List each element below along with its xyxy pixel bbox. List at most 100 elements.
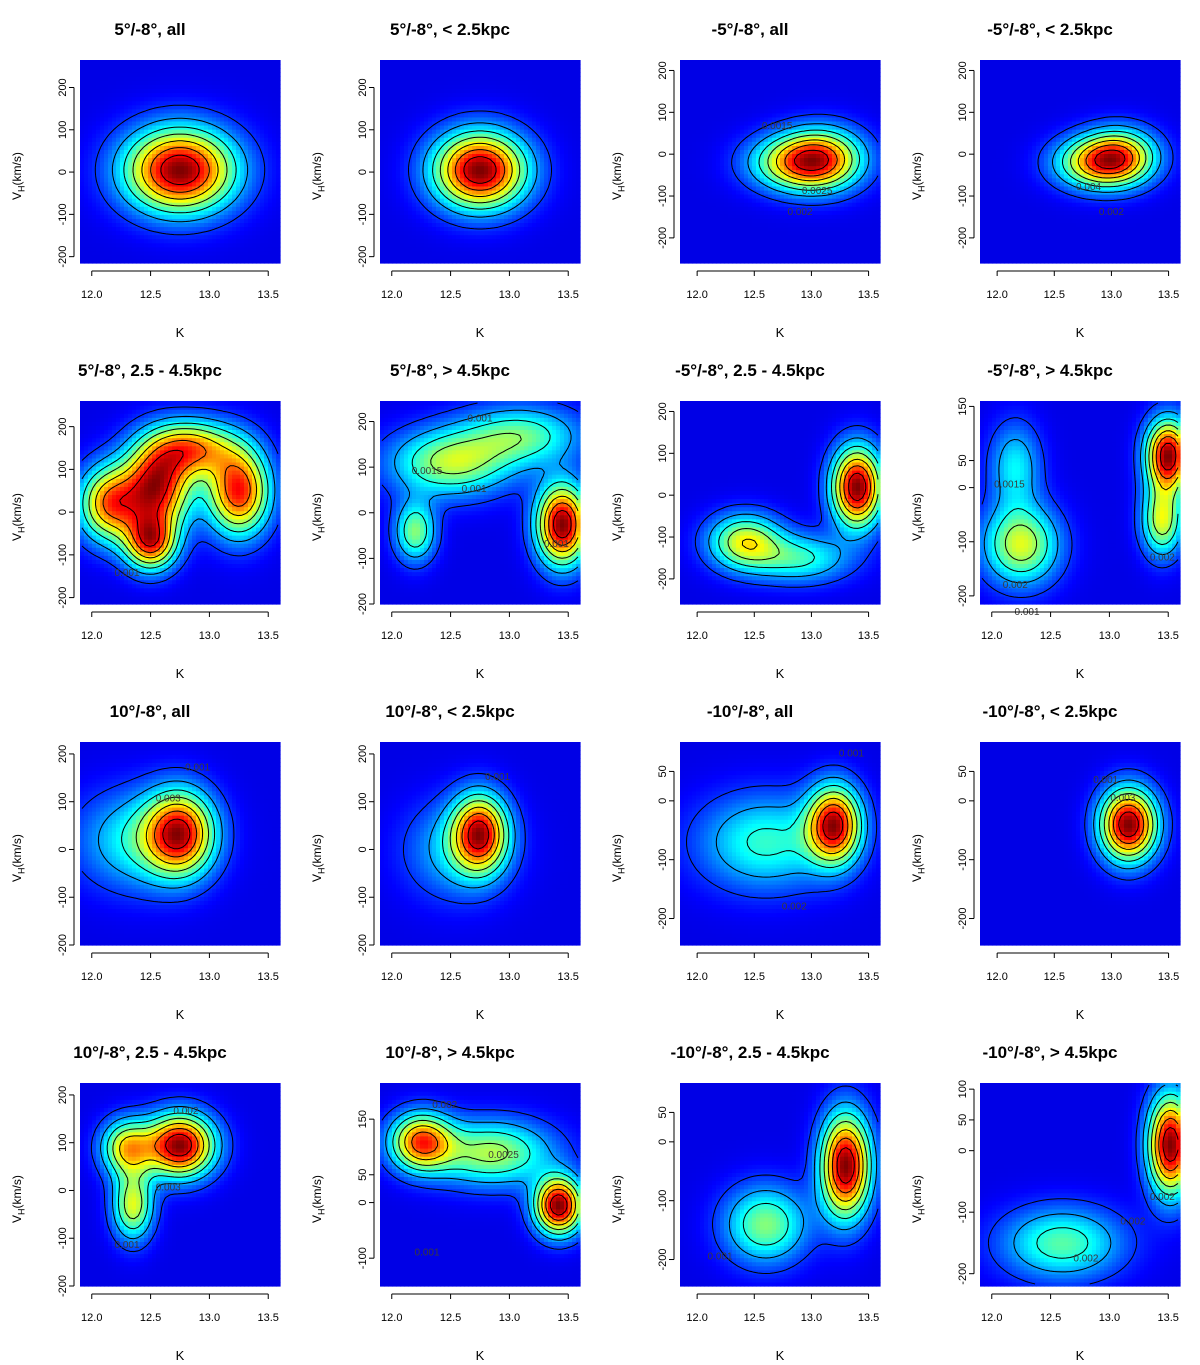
y-tick-label: 100	[957, 103, 969, 121]
y-axis-label-unit: (km/s)	[910, 834, 924, 867]
contour-line	[981, 402, 1179, 598]
chart-panel: -10°/-8°, > 4.5kpc 0.002 0.002 0.002 -200 -10…	[900, 1023, 1200, 1364]
x-axis-label: K	[1070, 666, 1090, 681]
y-axis-label-main: V	[10, 191, 24, 199]
chart-title: -10°/-8°, < 2.5kpc	[900, 702, 1200, 722]
y-axis-label-main: V	[310, 1214, 324, 1222]
chart-panel: 5°/-8°, < 2.5kpc -200 -100 0 100 200 12.0 12.5 1…	[300, 0, 600, 341]
y-tick-label: -100	[657, 849, 669, 871]
chart-panel: -10°/-8°, 2.5 - 4.5kpc 0.001 -200 -100 0 50 12…	[600, 1023, 900, 1364]
contour-line	[794, 149, 830, 171]
y-axis: -200 -100 0 50	[657, 1106, 675, 1271]
y-axis-label: VH(km/s)	[910, 152, 926, 200]
contour-line	[731, 113, 879, 206]
y-tick-label: 0	[657, 1139, 669, 1145]
contour-line	[150, 147, 210, 193]
x-tick-label: 13.0	[199, 630, 220, 642]
x-tick-label: 12.0	[686, 1312, 707, 1324]
y-axis: -200 -100 0 100 200	[357, 745, 375, 956]
x-axis-label: K	[170, 666, 190, 681]
contour-line	[1099, 787, 1159, 862]
y-axis-label: VH(km/s)	[910, 1175, 926, 1223]
y-tick-label: 0	[357, 169, 369, 175]
heatmap-cells	[80, 742, 281, 946]
y-tick-label: 100	[57, 460, 69, 478]
y-axis-label-unit: (km/s)	[10, 834, 24, 867]
contour-line	[708, 437, 879, 578]
y-axis-label-unit: (km/s)	[610, 152, 624, 185]
x-tick-label: 12.5	[140, 630, 161, 642]
y-axis-label-sub: H	[16, 526, 26, 533]
y-axis-label-sub: H	[316, 185, 326, 192]
y-axis-label: VH(km/s)	[610, 1175, 626, 1223]
contour-lines	[1084, 768, 1173, 881]
y-axis-label-main: V	[610, 191, 624, 199]
contour-lines	[81, 767, 235, 903]
x-axis: 12.0 12.5 13.0 13.5	[81, 1293, 279, 1324]
contour-line	[112, 1117, 210, 1220]
x-tick-label: 12.5	[140, 971, 161, 983]
y-axis: -100 0 50 150	[357, 1110, 375, 1269]
y-axis-label-main: V	[310, 873, 324, 881]
y-tick-label: 50	[957, 454, 969, 466]
heatmap-chart: -200 -100 0 100 200 12.0 12.5 13.0 13.5	[357, 60, 581, 301]
y-axis-label-unit: (km/s)	[610, 493, 624, 526]
contour-line	[141, 140, 219, 200]
y-tick-label: -100	[657, 185, 669, 207]
heatmap-cells	[980, 742, 1181, 946]
heatmap-cells	[680, 742, 881, 946]
contour-line	[121, 789, 216, 880]
chart-title: -5°/-8°, > 4.5kpc	[900, 361, 1200, 381]
contour-label: 0.001	[485, 772, 510, 783]
y-tick-label: -100	[357, 886, 369, 908]
x-tick-label: 12.5	[1040, 630, 1061, 642]
contour-label: 0.002	[1099, 207, 1124, 218]
x-tick-label: 13.5	[558, 971, 579, 983]
contour-line	[404, 1125, 576, 1226]
chart-panel: 5°/-8°, > 4.5kpc 0.001 0.0015 0.001 0.001 -20…	[300, 341, 600, 682]
heatmap-cells	[380, 1083, 581, 1287]
y-axis-label: VH(km/s)	[610, 152, 626, 200]
y-axis-label-main: V	[910, 191, 924, 199]
y-axis: -200 -100 0 100 200	[57, 78, 75, 268]
y-tick-label: 200	[357, 78, 369, 96]
y-tick-label: -100	[957, 849, 969, 871]
x-tick-label: 13.0	[1099, 630, 1120, 642]
heatmap-chart: 0.002 0.002 0.002 -200 -100 0 50 100 12.0 12.5 13.…	[957, 1080, 1181, 1324]
x-axis-label: K	[170, 325, 190, 340]
contour-line	[553, 509, 572, 539]
contour-label: 0.002	[1150, 1192, 1175, 1203]
y-tick-label: -100	[957, 1201, 969, 1223]
heatmap-cells	[680, 1083, 881, 1287]
y-tick-label: 100	[57, 121, 69, 139]
chart-panel: 10°/-8°, < 2.5kpc 0.001 -200 -100 0 100 200 12.…	[300, 682, 600, 1023]
x-axis: 12.0 12.5 13.0 13.5	[81, 611, 279, 642]
y-tick-label: -200	[57, 934, 69, 956]
contour-line	[463, 156, 497, 184]
contour-label: 0.002	[782, 902, 807, 913]
x-axis-label: K	[170, 1348, 190, 1363]
x-tick-label: 13.5	[258, 1312, 279, 1324]
y-axis-label: VH(km/s)	[10, 152, 26, 200]
contour-line	[1070, 135, 1147, 183]
x-tick-label: 12.5	[440, 971, 461, 983]
contour-label: 0.003	[156, 1182, 181, 1193]
contour-line	[154, 1128, 199, 1163]
contour-line	[544, 495, 579, 553]
contour-line	[455, 806, 500, 864]
x-tick-label: 12.0	[986, 289, 1007, 301]
contour-lines	[90, 1096, 234, 1253]
x-axis-label: K	[1070, 1007, 1090, 1022]
y-tick-label: -200	[357, 246, 369, 268]
contour-line	[1112, 804, 1145, 844]
x-tick-label: 13.0	[1101, 971, 1122, 983]
heatmap-cells	[80, 401, 281, 605]
contour-line	[392, 1114, 579, 1235]
x-axis: 12.0 12.5 13.0 13.5	[986, 270, 1179, 301]
contour-lines	[402, 772, 526, 905]
y-axis-label-main: V	[310, 191, 324, 199]
y-axis-label-main: V	[10, 873, 24, 881]
x-tick-label: 12.0	[81, 971, 102, 983]
x-axis: 12.0 12.5 13.0 13.5	[986, 952, 1179, 983]
x-tick-label: 13.5	[858, 1312, 879, 1324]
